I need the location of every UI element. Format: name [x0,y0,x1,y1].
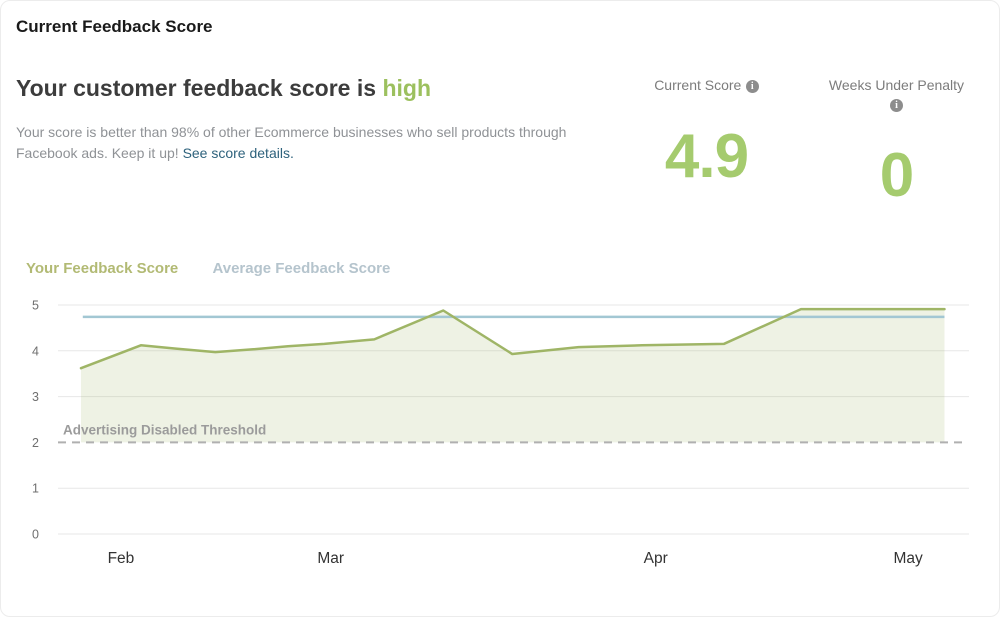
y-tick-label: 0 [32,528,39,542]
legend-average-feedback-score[interactable]: Average Feedback Score [212,260,391,277]
y-axis-tick-labels: 5 4 3 2 1 0 [32,299,39,542]
x-tick-label: Mar [317,550,344,567]
chart-legend: Your Feedback Score Average Feedback Sco… [26,260,390,277]
score-headline: Your customer feedback score is high [16,75,431,102]
info-icon[interactable]: i [745,80,759,93]
info-icon[interactable]: i [890,99,903,112]
weeks-under-penalty-label: Weeks Under Penalty [828,77,965,93]
x-tick-label: Feb [108,550,135,567]
x-tick-label: Apr [644,550,668,567]
weeks-under-penalty-stat: Weeks Under Penalty i 0 [809,77,984,211]
feedback-score-chart: Advertising Disabled Threshold 5 4 3 2 1 0 Fe… [1,291,999,601]
y-tick-label: 2 [32,436,39,450]
line-chart-canvas: Advertising Disabled Threshold 5 4 3 2 1 0 Fe… [32,299,969,567]
current-score-value: 4.9 [664,122,749,191]
current-score-label-row: Current Score i [619,77,794,95]
x-tick-label: May [894,550,924,567]
weeks-info-row: i [809,96,984,114]
your-score-line [79,307,946,370]
score-headline-highlight: high [382,75,431,101]
y-tick-label: 1 [32,482,39,496]
page-title: Current Feedback Score [16,17,213,36]
x-axis-tick-labels: Feb Mar Apr May [108,550,923,567]
current-score-stat: Current Score i 4.9 [619,77,794,192]
weeks-under-penalty-value: 0 [879,141,914,210]
see-score-details-link[interactable]: See score details. [182,145,294,161]
threshold-label: Advertising Disabled Threshold [63,422,266,437]
score-description: Your score is better than 98% of other E… [16,122,576,164]
y-tick-label: 5 [32,299,39,313]
score-description-text: Your score is better than 98% of other E… [16,124,567,161]
y-tick-label: 3 [32,390,39,404]
y-tick-label: 4 [32,344,39,358]
score-headline-text: Your customer feedback score is [16,75,383,101]
current-score-label: Current Score [654,77,742,93]
legend-your-feedback-score[interactable]: Your Feedback Score [26,260,179,277]
